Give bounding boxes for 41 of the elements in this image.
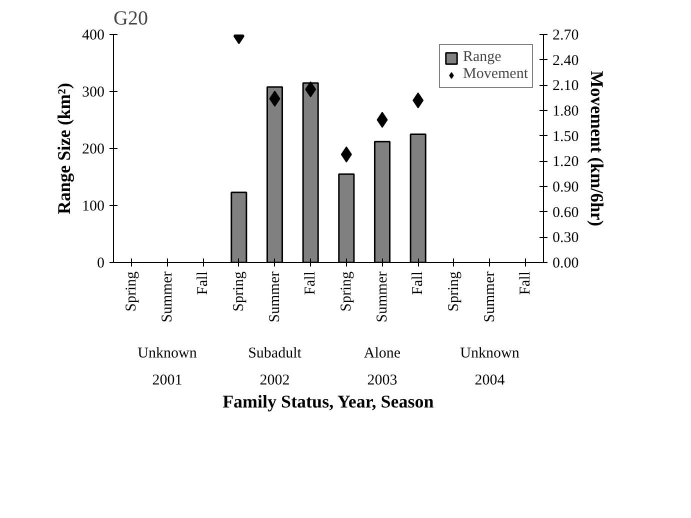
x-tick-label: Fall bbox=[195, 271, 212, 295]
text: 2004 bbox=[474, 372, 506, 388]
x-tick-label: Spring bbox=[446, 271, 462, 312]
y-tick-label: 300 bbox=[82, 84, 104, 100]
y2-tick-label: 0.00 bbox=[552, 256, 579, 272]
text: Unknown bbox=[460, 346, 520, 362]
text: 2002 bbox=[260, 372, 290, 388]
y2-tick-label: 2.70 bbox=[552, 28, 579, 44]
x-tick-label: Fall bbox=[518, 271, 534, 295]
y-tick-label: 200 bbox=[82, 142, 104, 158]
x-tick-label: Summer bbox=[159, 271, 176, 322]
y2-tick-label: 2.40 bbox=[552, 52, 579, 69]
x-tick-label: Spring bbox=[230, 271, 247, 312]
text: 2001 bbox=[152, 372, 182, 388]
y2-tick-label: 1.50 bbox=[552, 128, 579, 145]
legend-label: Range bbox=[463, 49, 502, 66]
text: 2003 bbox=[367, 372, 398, 388]
text: Subadult bbox=[248, 346, 302, 362]
y-tick-label: 400 bbox=[82, 28, 104, 44]
x-tick-label: Summer bbox=[482, 271, 498, 322]
y2-tick-label: 0.90 bbox=[552, 180, 579, 196]
text: Alone bbox=[364, 346, 401, 362]
x-tick-label: Spring bbox=[123, 271, 140, 312]
y2-tick-label: 2.10 bbox=[552, 78, 579, 94]
x-tick-label: Fall bbox=[410, 271, 426, 295]
y2-tick-label: 0.60 bbox=[552, 204, 579, 221]
y2-tick-label: 1.20 bbox=[552, 154, 579, 170]
chart-title: G20 bbox=[114, 8, 148, 30]
y2-tick-label: 0.30 bbox=[552, 230, 579, 246]
y2-tick-label: 1.80 bbox=[552, 104, 579, 120]
text: Unknown bbox=[138, 346, 198, 362]
y-tick-label: 0 bbox=[97, 256, 104, 272]
x-tick-label: Fall bbox=[302, 271, 319, 295]
x-axis-title: Family Status, Year, Season bbox=[222, 392, 434, 412]
x-tick-label: Summer bbox=[266, 271, 283, 322]
y2-axis-title: Movement (km/6hr) bbox=[586, 70, 607, 226]
y-tick-label: 100 bbox=[82, 198, 104, 214]
x-tick-label: Spring bbox=[338, 271, 354, 312]
y-axis-title: Range Size (km²) bbox=[54, 82, 74, 214]
x-tick-label: Summer bbox=[374, 271, 390, 322]
legend-label: Movement bbox=[463, 66, 528, 83]
